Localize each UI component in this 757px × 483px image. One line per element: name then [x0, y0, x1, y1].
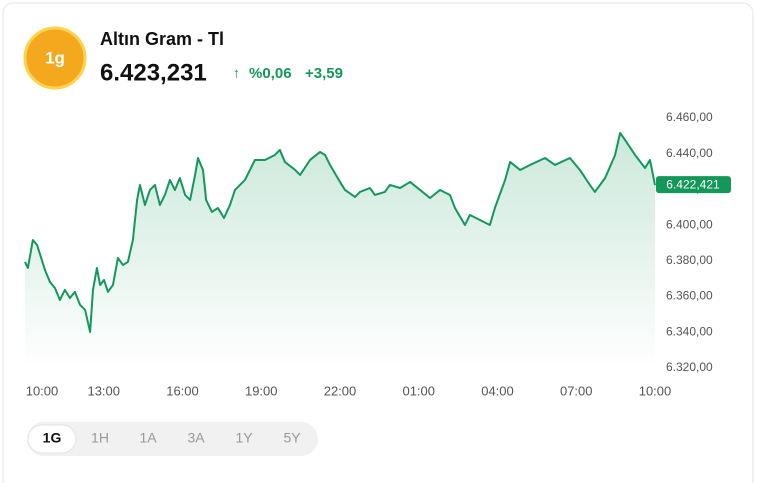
x-tick-label: 10:00: [639, 383, 672, 398]
x-tick-label: 22:00: [324, 383, 357, 398]
change-percent: %0,06: [249, 65, 292, 82]
area: [25, 133, 655, 368]
x-tick-label: 01:00: [402, 383, 435, 398]
y-tick-label: 6.340,00: [666, 324, 713, 338]
y-tick-label: 6.320,00: [666, 360, 713, 374]
tab[interactable]: 1Y: [235, 430, 253, 446]
y-tick-label: 6.360,00: [666, 289, 713, 303]
current-badge: [656, 176, 731, 194]
x-tick-label: 13:00: [87, 383, 120, 398]
y-tick-label: 6.400,00: [666, 217, 713, 231]
price-line: [24, 132, 656, 333]
tab-active: [27, 424, 77, 454]
tab[interactable]: 1A: [139, 430, 157, 446]
x-tick-label: 16:00: [166, 383, 199, 398]
x-tick-label: 07:00: [560, 383, 593, 398]
y-tick-label: 6.460,00: [666, 110, 713, 124]
title: Altın Gram - Tl: [100, 29, 224, 49]
y-tick-label: 6.440,00: [666, 146, 713, 160]
change-arrow: ↑: [233, 65, 240, 81]
current-label: 6.422,421: [666, 177, 720, 191]
x-tick-label: 04:00: [481, 383, 514, 398]
tab[interactable]: 3A: [187, 430, 205, 446]
x-tick-label: 10:00: [26, 383, 59, 398]
icon: [23, 26, 87, 90]
tab[interactable]: 5Y: [283, 430, 301, 446]
tab-group: [27, 422, 318, 456]
x-tick-label: 19:00: [245, 383, 278, 398]
tab[interactable]: 1H: [91, 430, 109, 446]
icon-text: 1g: [45, 48, 65, 67]
price: 6.423,231: [100, 59, 207, 86]
y-tick-label: 6.380,00: [666, 253, 713, 267]
tab[interactable]: 1G: [43, 430, 62, 446]
change-value: +3,59: [305, 65, 343, 82]
